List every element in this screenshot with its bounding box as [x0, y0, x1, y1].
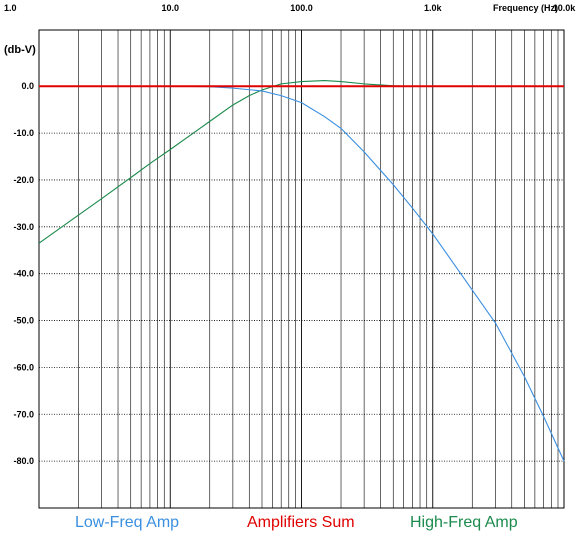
- y-tick-label: -20.0: [13, 175, 34, 185]
- x-tick-label: 1.0k: [424, 3, 443, 13]
- x-tick-label: 10.0: [161, 3, 179, 13]
- y-tick-label: -10.0: [13, 128, 34, 138]
- x-tick-label: 100.0: [290, 3, 313, 13]
- grid: [39, 30, 564, 508]
- x-tick-label: 1.0: [4, 3, 17, 13]
- y-tick-label: -60.0: [13, 362, 34, 372]
- x-axis-unit: (Hz): [541, 3, 558, 13]
- plot-frame: [38, 29, 565, 509]
- y-tick-label: -70.0: [13, 409, 34, 419]
- y-axis-label: (db-V): [4, 44, 36, 56]
- y-tick-label: -40.0: [13, 269, 34, 279]
- series-line-low-freq-amp: [39, 85, 565, 462]
- y-tick-label: -50.0: [13, 316, 34, 326]
- legend-amplifiers-sum: Amplifiers Sum: [247, 514, 355, 531]
- y-tick-label: -30.0: [13, 222, 34, 232]
- x-tick-label: 10.0k: [553, 3, 577, 13]
- y-tick-label: -80.0: [13, 456, 34, 466]
- series-lines: [38, 80, 565, 462]
- tick-labels: 1.0 10.0 100.0 1.0k 10.0k 0.0 -10.0 -20.0 -30.0 -…: [4, 3, 576, 466]
- x-axis-title: Frequency: [493, 3, 539, 13]
- y-tick-label: 0.0: [21, 81, 34, 91]
- legend-high-freq-amp: High-Freq Amp: [410, 514, 518, 531]
- legend-low-freq-amp: Low-Freq Amp: [75, 514, 180, 531]
